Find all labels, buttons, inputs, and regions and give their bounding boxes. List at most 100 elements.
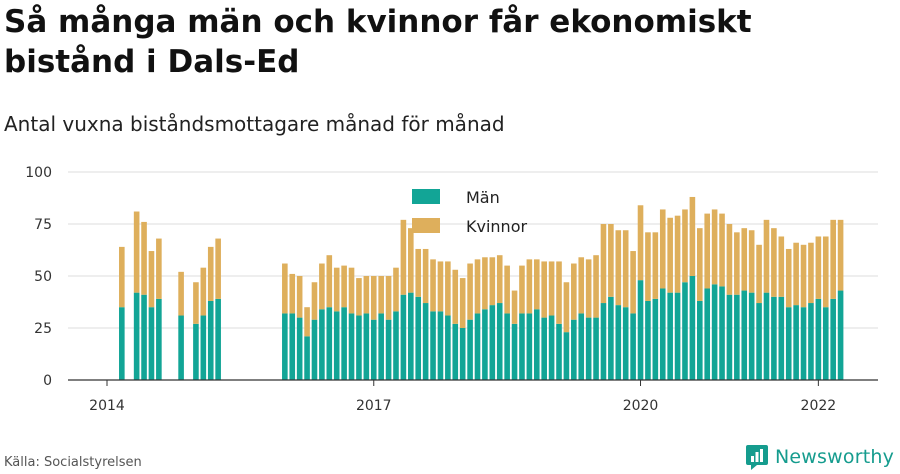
bar-men [785, 307, 792, 380]
bar-women [193, 282, 199, 324]
bar-men [141, 294, 147, 380]
bar-women [445, 261, 451, 316]
bar-women [726, 224, 733, 295]
bar-women [822, 236, 829, 308]
bar-women [585, 259, 592, 318]
legend-swatch-men [412, 189, 440, 204]
bar-women [207, 246, 214, 301]
x-tick-label: 2017 [356, 398, 392, 414]
bar-men [800, 307, 807, 380]
bar-women [200, 267, 207, 316]
bar-men [282, 313, 288, 380]
axes: 0 25 50 75 100 2014 2017 2020 2022 [25, 165, 878, 414]
y-tick-label: 0 [43, 373, 52, 389]
bar-women [363, 276, 370, 314]
bar-women [741, 228, 748, 291]
bar-women [489, 257, 496, 306]
source-note: Källa: Socialstyrelsen [4, 455, 142, 470]
bar-men [408, 292, 414, 380]
bar-men [156, 298, 162, 380]
bar-men [378, 313, 384, 380]
bar-men [356, 315, 362, 380]
bar-women [615, 230, 622, 306]
bar-women [734, 232, 740, 295]
bar-men [793, 305, 799, 380]
bar-men [593, 317, 599, 380]
bar-women [771, 228, 777, 297]
bar-men [474, 313, 481, 380]
bar-women [119, 246, 125, 308]
bar-men [496, 303, 503, 380]
bar-women [689, 196, 696, 276]
bar-women [697, 228, 703, 301]
bar-women [289, 273, 296, 314]
bar-women [659, 209, 666, 289]
legend-swatch-women [412, 218, 440, 233]
bar-men [193, 323, 199, 380]
bar-women [504, 265, 510, 314]
bar-men [385, 319, 392, 380]
newsworthy-logo-icon [746, 445, 768, 470]
bar-men [808, 303, 814, 380]
bar-women [830, 219, 836, 299]
bar-men [333, 311, 340, 380]
bar-women [319, 263, 325, 310]
bar-men [311, 319, 318, 380]
bar-men [452, 323, 459, 380]
bar-men [511, 323, 518, 380]
bar-women [415, 248, 422, 297]
bar-women [704, 213, 711, 289]
brand-logo: Newsworthy [745, 442, 894, 472]
bar-men [348, 313, 355, 380]
bar-women [756, 244, 762, 304]
bar-women [326, 255, 333, 308]
bar-men [319, 309, 325, 380]
bar-men [437, 311, 444, 380]
bar-men [178, 315, 184, 380]
bar-men [415, 296, 422, 380]
chart-title: Så många män och kvinnor får ekonomiskt … [4, 4, 752, 80]
legend-label-women: Kvinnor [466, 217, 527, 236]
bar-men [519, 313, 525, 380]
bar-men [837, 290, 844, 380]
bar-men [622, 307, 629, 380]
bar-men [215, 298, 221, 380]
y-tick-label: 75 [34, 217, 52, 233]
bar-men [652, 298, 659, 380]
bar-women [511, 290, 518, 324]
bar-men [526, 313, 533, 380]
bar-women [526, 259, 533, 314]
x-tick-label: 2014 [89, 398, 125, 414]
bar-men [667, 292, 673, 380]
bar-women [474, 259, 481, 314]
bar-men [585, 317, 592, 380]
bar-women [556, 261, 562, 324]
bar-women [304, 307, 310, 337]
bar-men [659, 288, 666, 380]
bar-women [652, 232, 659, 299]
bar-women [437, 261, 444, 312]
bar-women [778, 236, 785, 297]
bar-men [482, 309, 488, 380]
bar-men [467, 319, 473, 380]
bar-men [726, 294, 733, 380]
x-tick-label: 2020 [623, 398, 659, 414]
bar-women [645, 232, 651, 301]
bar-women [430, 259, 436, 312]
bar-women [393, 267, 399, 312]
bar-women [600, 224, 607, 304]
bar-women [141, 221, 147, 295]
bar-women [674, 215, 681, 293]
bar-men [541, 317, 547, 380]
y-tick-label: 50 [34, 269, 52, 285]
bar-men [645, 300, 651, 380]
bar-women [808, 242, 814, 304]
bar-women [578, 257, 585, 314]
bar-women [622, 230, 629, 308]
bar-men [422, 303, 429, 380]
bar-men [697, 300, 703, 380]
bar-men [741, 290, 748, 380]
bar-men [148, 307, 155, 380]
x-tick-label: 2022 [801, 398, 837, 414]
bar-women [496, 255, 503, 304]
